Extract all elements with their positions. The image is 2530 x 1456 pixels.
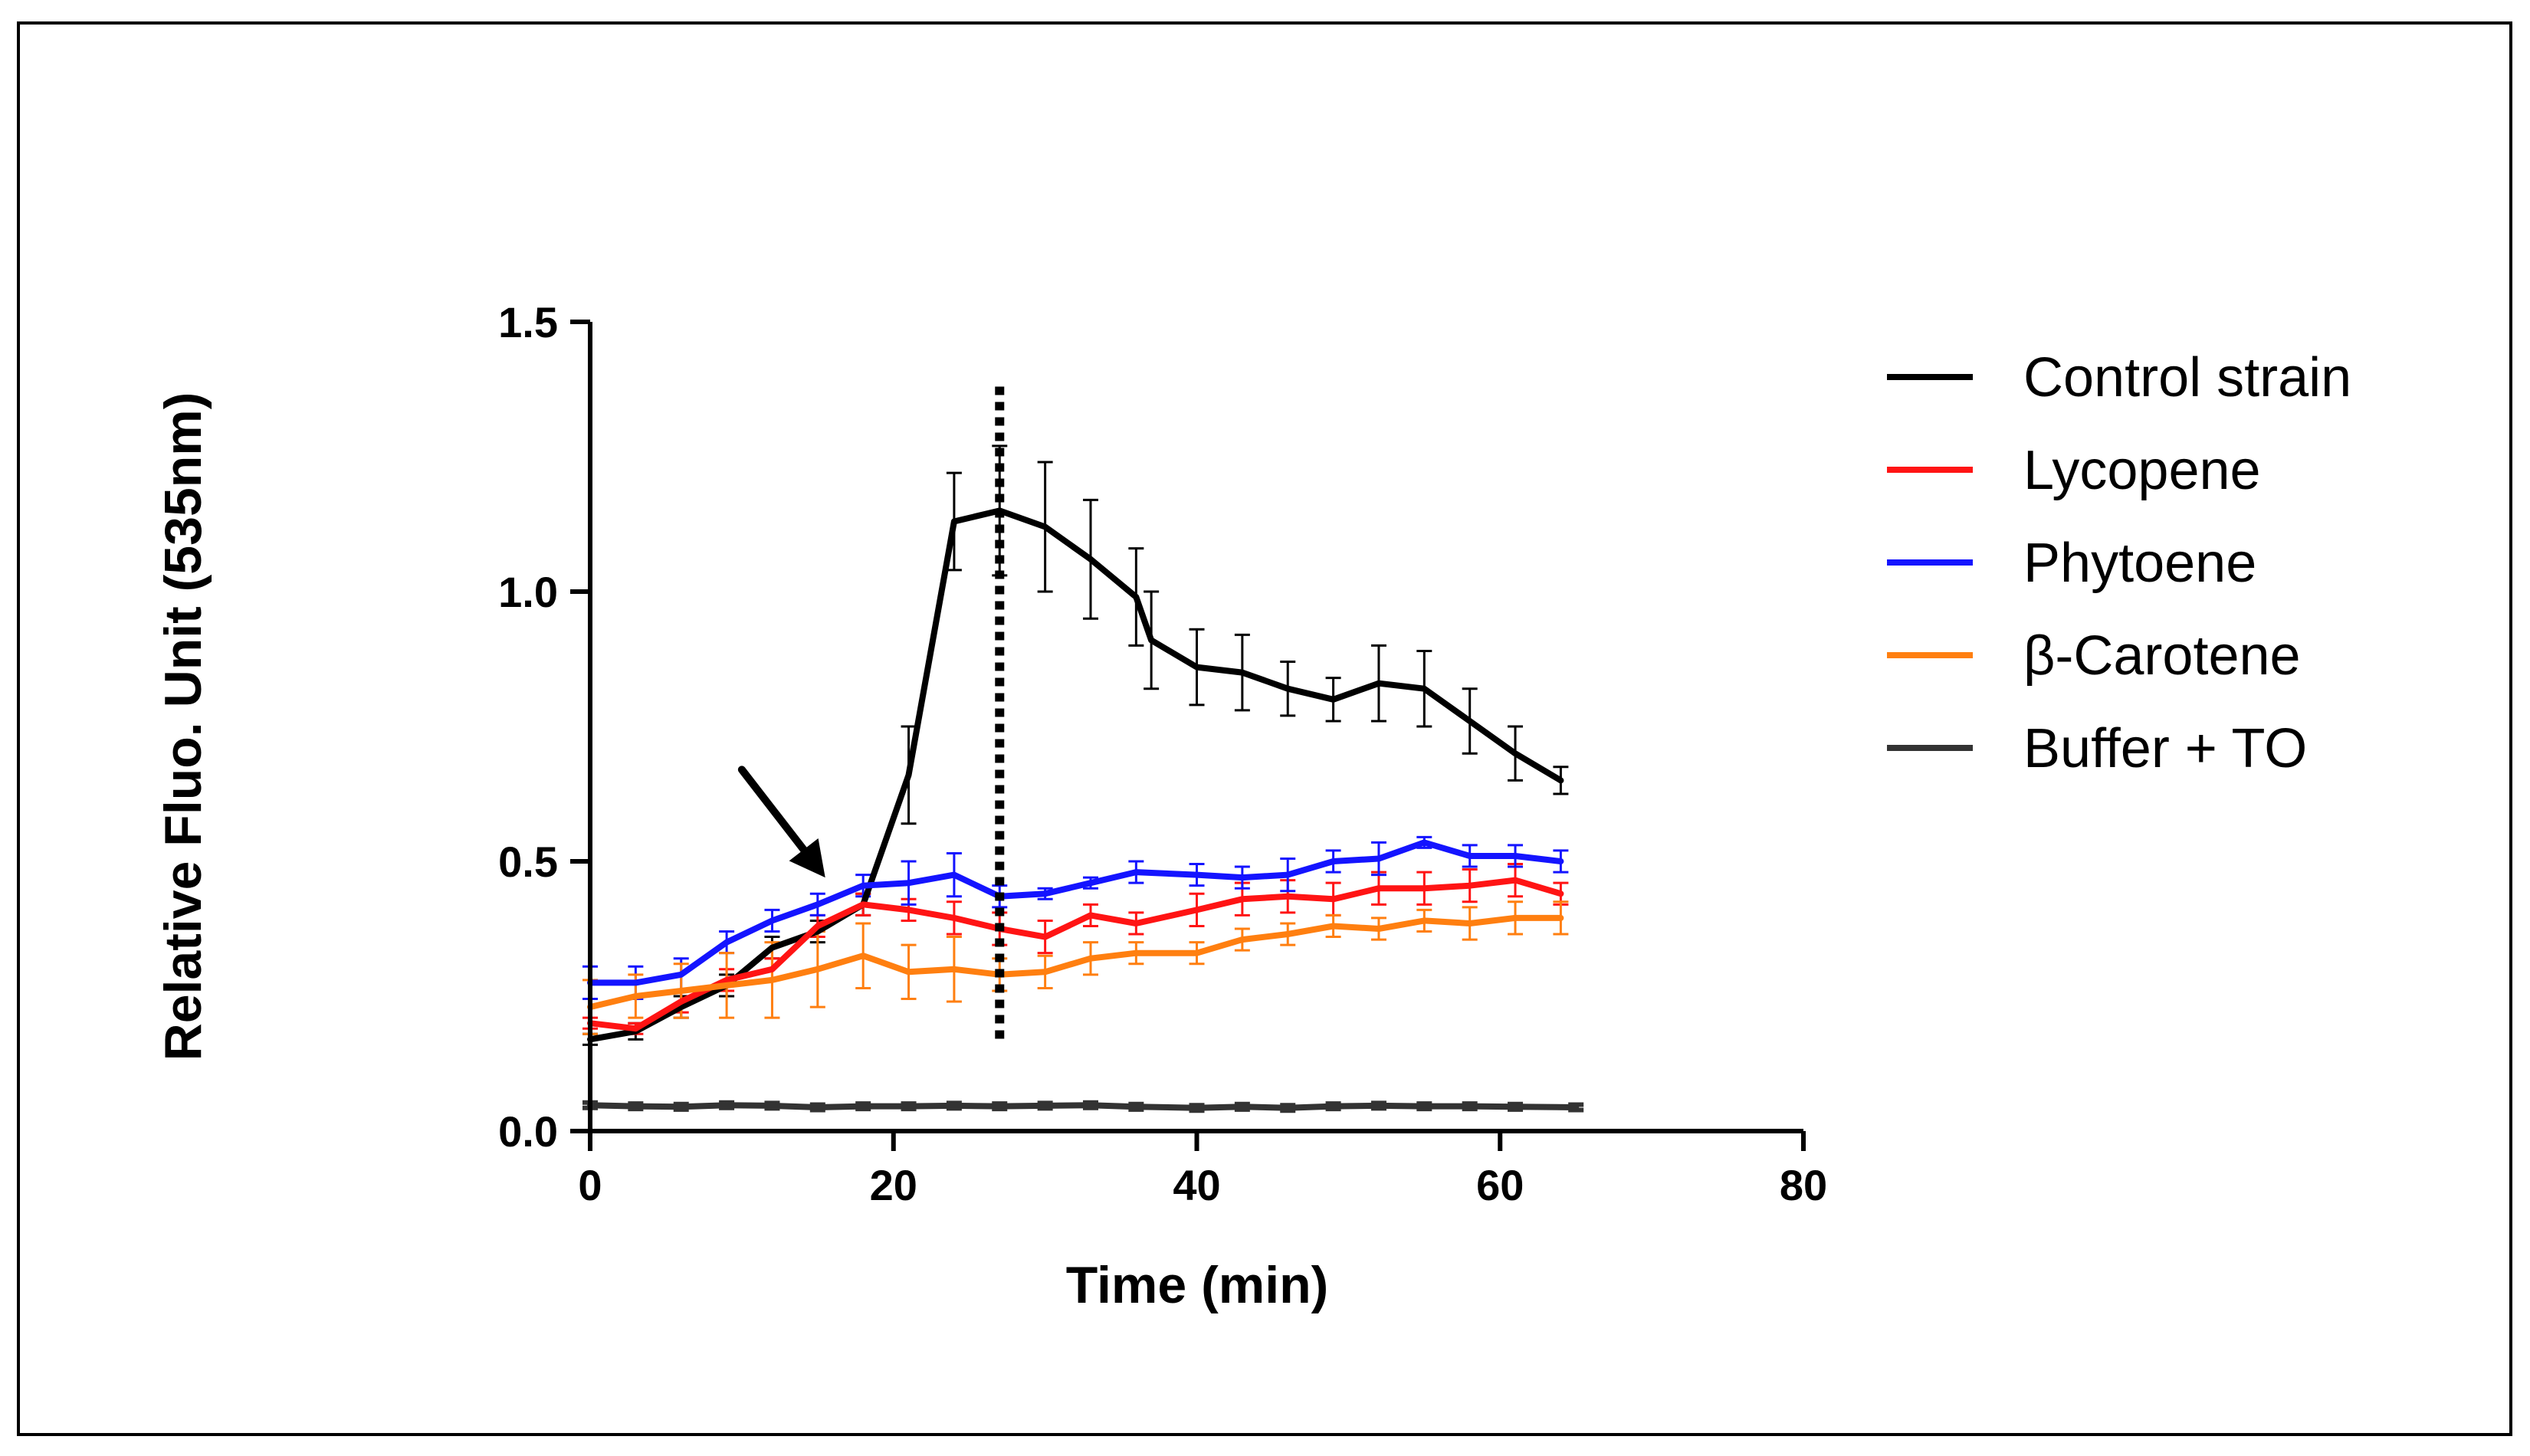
x-axis-title: Time (min): [1066, 1256, 1329, 1314]
legend-label-4: Buffer + TO: [2023, 718, 2307, 779]
legend-label-2: Phytoene: [2023, 533, 2256, 594]
y-tick-label-2: 1.0: [498, 568, 558, 616]
arrow-shaft: [737, 766, 808, 854]
legend-label-0: Control strain: [2023, 347, 2351, 408]
legend-label-3: β-Carotene: [2023, 625, 2301, 687]
x-tick-label-3: 60: [1476, 1161, 1524, 1209]
series-line-1: [587, 877, 1564, 1032]
error-bars: [582, 444, 1584, 1113]
legend: Control strain Lycopene Phytoene β-Carotene…: [1887, 347, 2351, 779]
y-tick-label-1: 0.5: [498, 838, 558, 886]
axes: [588, 322, 1803, 1133]
y-axis-title: Relative Fluo. Unit (535nm): [154, 392, 212, 1061]
x-tick-label-2: 40: [1173, 1161, 1220, 1209]
series-lines: [587, 507, 1580, 1111]
legend-label-1: Lycopene: [2023, 440, 2261, 501]
series-line-4: [587, 1102, 1580, 1111]
series-line-3: [587, 914, 1564, 1011]
arrow-head-icon: [789, 838, 825, 878]
series-line-0: [587, 507, 1564, 1043]
x-tick-label-4: 80: [1780, 1161, 1827, 1209]
y-tick-label-3: 1.5: [498, 298, 558, 346]
y-tick-label-0: 0.0: [498, 1107, 558, 1156]
annotations: [737, 386, 1005, 1040]
series-line-2: [587, 839, 1564, 986]
figure-frame: [17, 21, 2512, 1436]
x-tick-label-1: 20: [870, 1161, 917, 1209]
ticks: 0 20 40 60 80 0.0 0.5 1.0 1.5: [498, 298, 1827, 1209]
x-tick-label-0: 0: [578, 1161, 602, 1209]
